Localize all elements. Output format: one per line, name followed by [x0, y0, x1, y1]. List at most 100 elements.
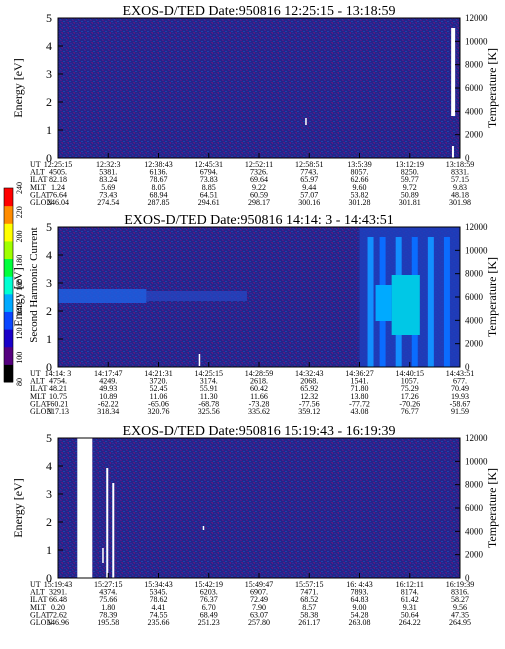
colorbar-segment [4, 293, 13, 312]
y2-tick-label: 0 [465, 153, 470, 163]
ephemeris-value: 263.08 [349, 618, 371, 627]
ephemeris-value: 75.29 [401, 384, 419, 393]
ephemeris-value: 264.22 [399, 618, 421, 627]
ephemeris-value: 320.76 [148, 407, 170, 416]
ephemeris-value: 335.62 [248, 407, 270, 416]
y-tick-label: 0 [46, 360, 52, 374]
ephemeris-value: 3291. [49, 588, 67, 597]
ephemeris-value: 11.66 [250, 392, 268, 401]
ephemeris-value: 6794. [200, 168, 218, 177]
ephemeris-value: 15:27:15 [94, 580, 122, 589]
ephemeris-value: 3174. [200, 377, 218, 386]
ephemeris-value: 55.91 [200, 384, 218, 393]
colorbar-tick-label: 160 [15, 279, 24, 291]
y-tick-label: 5 [46, 220, 52, 234]
y2-tick-label: 12000 [465, 222, 488, 232]
colorbar-frame [3, 187, 14, 383]
ephemeris-value: 16:19:39 [446, 580, 474, 589]
y-tick-label: 3 [46, 487, 52, 501]
ephemeris-value: 246.04 [47, 198, 69, 207]
ephemeris-value: 60.59 [250, 190, 268, 199]
y-tick-label: 3 [46, 67, 52, 81]
y-axis-label: Energy [eV] [11, 267, 25, 326]
ephemeris-value: 48.18 [451, 190, 469, 199]
spectrogram-panel-2: EXOS-D/TED Date:950816 14:14: 3 - 14:43:… [11, 213, 499, 416]
ephemeris-value: 69.64 [250, 175, 268, 184]
ephemeris-value: 65.97 [300, 175, 318, 184]
ephemeris-value: 318.34 [97, 407, 119, 416]
colorbar-segment [4, 346, 13, 365]
ephemeris-row-label: MLT [30, 183, 46, 192]
ephemeris-value: 6907. [250, 588, 268, 597]
colorbar-tick-label: 80 [15, 378, 24, 386]
ephemeris-value: 57.15 [451, 175, 469, 184]
ephemeris-value: 235.66 [148, 618, 170, 627]
ephemeris-value: 264.95 [449, 618, 471, 627]
ephemeris-value: 15:19:43 [44, 580, 72, 589]
ephemeris-value: 78.67 [150, 175, 168, 184]
ephemeris-row-label: ILAT [30, 595, 47, 604]
y-tick-label: 2 [46, 95, 52, 109]
ephemeris-value: 74.55 [150, 610, 168, 619]
ephemeris-value: 16: 4:43 [346, 580, 372, 589]
ephemeris-value: 63.07 [250, 610, 268, 619]
ephemeris-value: 8057. [351, 168, 369, 177]
y2-tick-label: 4000 [465, 315, 484, 325]
ephemeris-value: 3720. [150, 377, 168, 386]
y2-tick-label: 12000 [465, 433, 488, 443]
ephemeris-value: 15:49:47 [245, 580, 273, 589]
burst-column [427, 237, 434, 367]
ephemeris-value: 9.83 [453, 183, 467, 192]
ephemeris-value: 57.07 [300, 190, 318, 199]
ephemeris-value: 14:36:27 [345, 369, 373, 378]
ephemeris-value: 301.81 [399, 198, 421, 207]
ephemeris-value: -77.72 [349, 399, 370, 408]
ephemeris-value: -65.06 [148, 399, 169, 408]
ephemeris-value: 2068. [300, 377, 318, 386]
y2-tick-label: 6000 [465, 83, 484, 93]
ephemeris-value: 14:17:47 [94, 369, 122, 378]
ephemeris-value: 195.58 [97, 618, 119, 627]
y2-tick-label: 0 [465, 573, 470, 583]
ephemeris-value: 12:58:51 [295, 160, 323, 169]
y-tick-label: 5 [46, 11, 52, 25]
ephemeris-value: 14:25:15 [195, 369, 223, 378]
ephemeris-value: 76.64 [49, 190, 67, 199]
ephemeris-value: 8.05 [152, 183, 166, 192]
ephemeris-value: 13:12:19 [396, 160, 424, 169]
colorbar-tick-label: 180 [15, 255, 24, 267]
ephemeris-value: 12:52:11 [245, 160, 273, 169]
spectrogram-panel-1: EXOS-D/TED Date:950816 12:25:15 - 13:18:… [11, 4, 499, 207]
ephemeris-row-label: UT [30, 580, 41, 589]
ephemeris-value: 15:57:15 [295, 580, 323, 589]
ephemeris-row-label: ALT [30, 377, 45, 386]
ephemeris-value: 9.60 [353, 183, 367, 192]
ephemeris-value: 7471. [300, 588, 318, 597]
colorbar-segment [4, 311, 13, 330]
ephemeris-value: 78.39 [99, 610, 117, 619]
ephemeris-value: 68.52 [300, 595, 318, 604]
ephemeris-value: 5381. [99, 168, 117, 177]
colorbar-tick-label: 200 [15, 231, 24, 243]
ephemeris-value: 9.31 [403, 603, 417, 612]
ephemeris-value: 4.41 [152, 603, 166, 612]
ephemeris-value: 50.64 [401, 610, 419, 619]
ephemeris-value: 4374. [99, 588, 117, 597]
ephemeris-value: -58.67 [450, 399, 471, 408]
ephemeris-value: 19.93 [451, 392, 469, 401]
ephemeris-value: 15:42:19 [195, 580, 223, 589]
ephemeris-value: 146.96 [47, 618, 69, 627]
ephemeris-value: 7743. [300, 168, 318, 177]
colorbar-tick-label: 100 [15, 352, 24, 364]
ephemeris-value: 317.13 [47, 407, 69, 416]
ephemeris-value: 8174. [401, 588, 419, 597]
ephemeris-row-label: GLON [30, 407, 52, 416]
spectrogram-panel-3: EXOS-D/TED Date:950816 15:19:43 - 16:19:… [11, 424, 499, 627]
colorbar-tick-label: 120 [15, 328, 24, 340]
y2-axis-label: Temperature [K] [485, 257, 499, 337]
ephemeris-value: 6.70 [202, 603, 216, 612]
ephemeris-value: 11.30 [200, 392, 218, 401]
plasma-streak [198, 354, 201, 366]
ephemeris-value: 10.75 [49, 392, 67, 401]
ephemeris-value: 7.90 [252, 603, 266, 612]
